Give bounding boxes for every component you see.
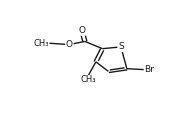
Text: S: S xyxy=(118,42,124,51)
Text: CH₃: CH₃ xyxy=(81,76,96,84)
Text: O: O xyxy=(78,26,86,35)
Text: O: O xyxy=(66,40,73,49)
Text: CH₃: CH₃ xyxy=(33,39,49,48)
Text: Br: Br xyxy=(144,65,154,74)
